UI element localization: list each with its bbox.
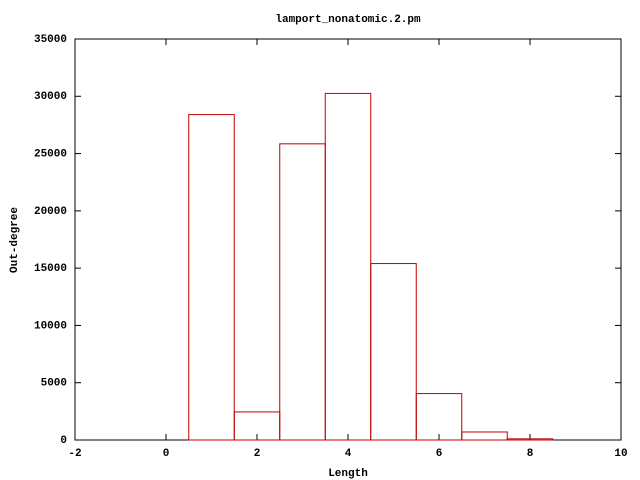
bar [188, 114, 235, 441]
y-tick-label: 25000 [34, 148, 67, 160]
y-tick-label: 5000 [41, 378, 67, 390]
x-tick-label: 10 [614, 448, 627, 460]
plot-frame [74, 38, 622, 441]
bar [461, 431, 508, 441]
y-tick-label: 0 [60, 435, 67, 447]
bar [279, 143, 326, 441]
y-tick-label: 30000 [34, 91, 67, 103]
x-tick-label: 6 [436, 448, 443, 460]
bar [415, 393, 463, 441]
x-tick-label: 4 [345, 448, 352, 460]
y-tick-label: 35000 [34, 34, 67, 46]
chart-title: lamport_nonatomic.2.pm [275, 14, 421, 26]
bar [324, 92, 372, 441]
bar [370, 263, 417, 441]
x-tick-label: 8 [527, 448, 534, 460]
y-tick-label: 20000 [34, 206, 67, 218]
x-tick-label: -2 [68, 448, 81, 460]
bar [506, 438, 554, 441]
x-tick-label: 0 [163, 448, 170, 460]
x-tick-label: 2 [254, 448, 261, 460]
y-tick-label: 10000 [34, 320, 67, 332]
y-axis-label: Out-degree [9, 207, 21, 273]
y-tick-label: 15000 [34, 263, 67, 275]
x-axis-label: Length [328, 468, 368, 480]
